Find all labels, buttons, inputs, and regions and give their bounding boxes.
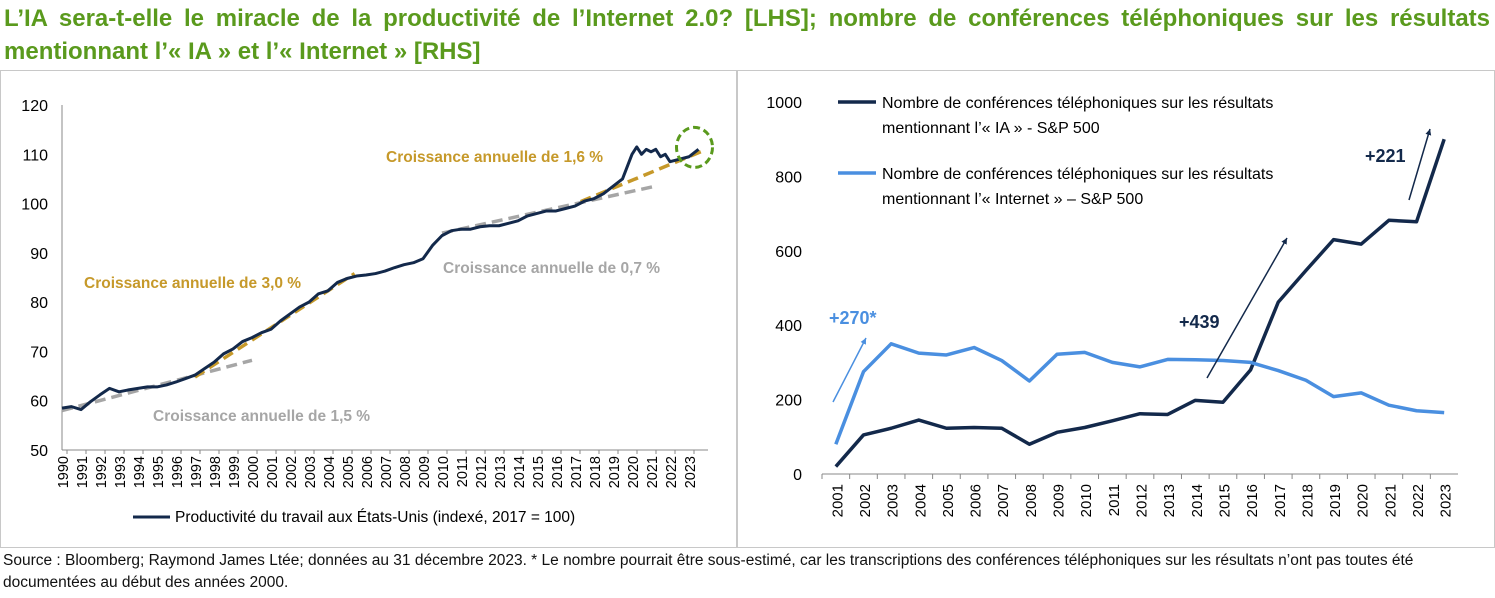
- left-y-tick-label: 50: [30, 443, 48, 460]
- left-x-tick-label: 1991: [75, 456, 91, 488]
- left-x-tick-label: 2013: [493, 456, 509, 488]
- right-x-tick-label: 2009: [1051, 484, 1068, 517]
- right-x-tick-label: 2022: [1410, 484, 1427, 517]
- right-x-tick-label: 2001: [829, 484, 846, 517]
- left-x-tick-label: 2022: [664, 456, 680, 488]
- legend-label: Nombre de conférences téléphoniques sur …: [882, 95, 1273, 137]
- left-x-tick-label: 2000: [246, 456, 262, 488]
- right-x-tick-label: 2012: [1134, 484, 1151, 517]
- right-x-tick-label: 2011: [1106, 484, 1123, 516]
- left-x-tick-label: 2010: [436, 456, 452, 488]
- right-x-tick-label: 2016: [1244, 484, 1261, 517]
- left-x-tick-label: 1996: [170, 456, 186, 488]
- left-x-tick-label: 2018: [588, 456, 604, 488]
- left-x-tick-label: 2002: [284, 456, 300, 488]
- left-x-tick-label: 1995: [151, 456, 167, 488]
- right-x-tick-label: 2013: [1161, 484, 1178, 517]
- right-y-tick-label: 400: [775, 318, 802, 335]
- left-x-tick-label: 2003: [303, 456, 319, 488]
- left-x-tick-label: 2004: [322, 456, 338, 488]
- right-x-tick-label: 2007: [995, 484, 1012, 517]
- left-x-tick-label: 2021: [645, 456, 661, 488]
- left-x-tick-label: 2023: [683, 456, 699, 488]
- left-x-tick-label: 1997: [189, 456, 205, 488]
- legend-label: Productivité du travail aux États-Unis (…: [175, 509, 575, 526]
- left-x-tick-label: 2016: [550, 456, 566, 488]
- right-y-tick-label: 200: [775, 393, 802, 410]
- right-y-tick-label: 600: [775, 244, 802, 261]
- left-x-tick-label: 1990: [56, 456, 72, 488]
- right-x-tick-label: 2003: [885, 484, 902, 517]
- left-x-tick-label: 2012: [474, 456, 490, 488]
- left-x-tick-label: 1998: [208, 456, 224, 488]
- right-x-tick-label: 2019: [1327, 484, 1344, 517]
- left-x-tick-label: 1993: [113, 456, 129, 488]
- left-y-tick-label: 80: [30, 295, 48, 312]
- left-chart-panel: [0, 70, 737, 548]
- left-y-tick-label: 70: [30, 344, 48, 361]
- legend-label: Nombre de conférences téléphoniques sur …: [882, 166, 1273, 208]
- growth-arrow: [1206, 237, 1288, 379]
- growth-arrow: [832, 337, 867, 403]
- trend-annotation: Croissance annuelle de 3,0 %: [84, 275, 301, 292]
- growth-arrow: [1408, 128, 1432, 201]
- highlight-circle: [675, 125, 714, 169]
- left-x-tick-label: 1992: [94, 456, 110, 488]
- right-x-tick-label: 2010: [1078, 484, 1095, 517]
- left-x-tick-label: 2006: [360, 456, 376, 488]
- left-x-tick-label: 2008: [398, 456, 414, 488]
- trend-annotation: Croissance annuelle de 1,5 %: [153, 408, 370, 425]
- left-x-tick-label: 1999: [227, 456, 243, 488]
- left-x-tick-label: 2014: [512, 456, 528, 488]
- growth-annotation: +221: [1365, 146, 1406, 166]
- right-x-tick-label: 2015: [1216, 484, 1233, 517]
- growth-annotation: +439: [1179, 312, 1220, 332]
- trend-annotation: Croissance annuelle de 0,7 %: [443, 260, 660, 277]
- right-y-tick-label: 0: [793, 467, 802, 484]
- right-x-tick-label: 2020: [1355, 484, 1372, 517]
- ia-mentions-line: [834, 138, 1446, 468]
- left-x-tick-label: 2019: [607, 456, 623, 488]
- right-chart: 0 200 400 600 800 1000 2001 2002 2003 2004 2005 200…: [766, 95, 1458, 517]
- left-x-tick-label: 2001: [265, 456, 281, 488]
- left-x-tick-label: 2005: [341, 456, 357, 488]
- right-x-tick-label: 2014: [1189, 484, 1206, 517]
- right-y-tick-label: 1000: [766, 95, 802, 112]
- left-x-tick-label: 2017: [569, 456, 585, 488]
- left-x-tick-label: 2007: [379, 456, 395, 488]
- right-x-tick-label: 2021: [1382, 484, 1399, 517]
- left-y-tick-label: 60: [30, 394, 48, 411]
- trend-line: [61, 358, 253, 413]
- right-x-tick-label: 2008: [1023, 484, 1040, 517]
- productivity-line: [61, 145, 700, 412]
- left-y-tick-label: 120: [21, 98, 48, 115]
- right-x-tick-label: 2018: [1299, 484, 1316, 517]
- internet-mentions-line: [834, 342, 1445, 445]
- right-x-tick-label: 2006: [968, 484, 985, 517]
- right-x-tick-label: 2004: [912, 484, 929, 517]
- left-y-tick-label: 110: [22, 147, 48, 164]
- left-y-tick-label: 100: [21, 197, 48, 214]
- source-note: Source : Bloomberg; Raymond James Ltée; …: [3, 552, 1414, 591]
- page-title: L’IA sera-t-elle le miracle de la produc…: [4, 5, 1490, 65]
- left-x-tick-label: 1994: [132, 456, 148, 488]
- right-y-tick-label: 800: [775, 169, 802, 186]
- left-x-tick-label: 2015: [531, 456, 547, 488]
- right-x-tick-label: 2002: [857, 484, 874, 517]
- left-y-tick-label: 90: [30, 246, 48, 263]
- left-x-tick-label: 2020: [626, 456, 642, 488]
- right-x-tick-label: 2023: [1438, 484, 1455, 517]
- trend-annotation: Croissance annuelle de 1,6 %: [386, 149, 603, 166]
- growth-annotation: +270*: [829, 308, 877, 328]
- right-x-tick-label: 2017: [1272, 484, 1289, 517]
- right-x-tick-label: 2005: [940, 484, 957, 517]
- left-x-tick-label: 2011: [455, 456, 471, 487]
- left-x-tick-label: 2009: [417, 456, 433, 488]
